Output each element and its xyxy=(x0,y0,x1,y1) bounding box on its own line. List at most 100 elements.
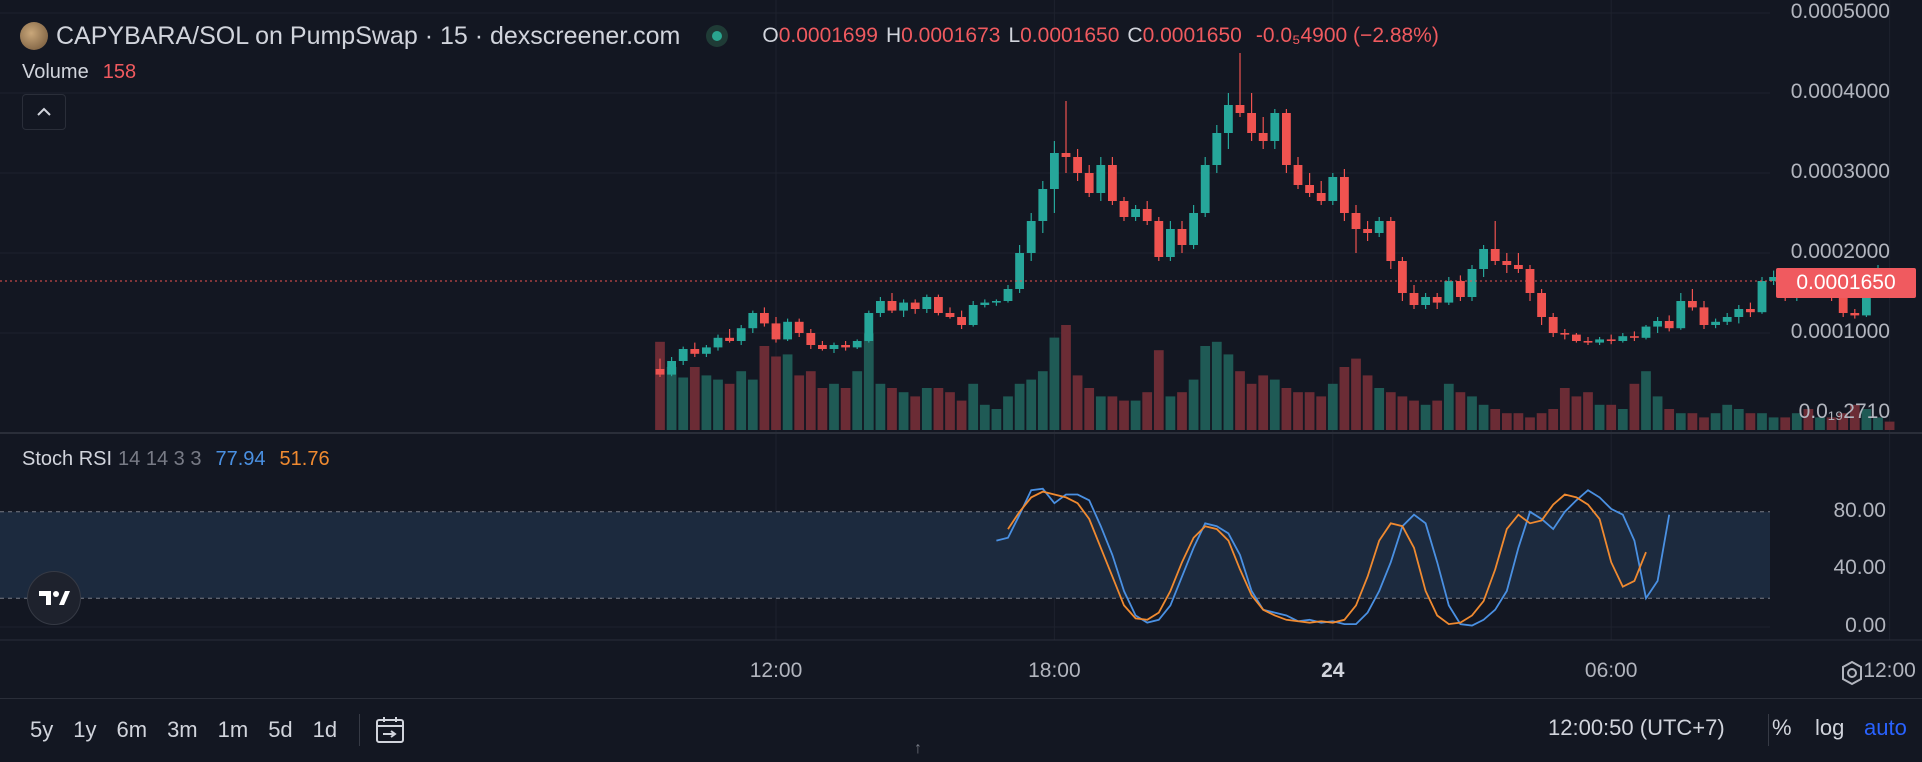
candle xyxy=(1595,337,1605,345)
candle-body xyxy=(1676,301,1686,329)
volume-bar xyxy=(863,333,874,430)
stoch-k-value: 77.94 xyxy=(215,448,266,470)
timeframe-1y[interactable]: 1y xyxy=(73,717,97,742)
timeframe-1m[interactable]: 1m xyxy=(217,717,249,742)
volume-bar xyxy=(1513,413,1524,430)
volume-bar xyxy=(1873,417,1883,430)
candle-body xyxy=(1421,297,1431,305)
candle-body xyxy=(1537,293,1547,317)
percent-toggle[interactable]: % xyxy=(1772,715,1792,740)
candle xyxy=(1142,201,1152,225)
volume-bar xyxy=(1606,404,1617,430)
candle xyxy=(725,329,735,343)
candle-body xyxy=(1641,326,1651,338)
candle xyxy=(1653,317,1663,333)
candle xyxy=(1571,333,1581,343)
tv-mark-icon xyxy=(39,591,70,605)
candle-body xyxy=(1328,177,1338,201)
volume-bar xyxy=(887,388,897,430)
volume-bar xyxy=(1826,417,1837,430)
candle xyxy=(991,299,1001,306)
token-avatar xyxy=(20,22,48,50)
date-range-icon[interactable] xyxy=(374,715,406,745)
expand-arrow-icon[interactable]: ↑ xyxy=(914,740,922,757)
volume-bar xyxy=(1722,404,1733,430)
timeframe-3m[interactable]: 3m xyxy=(167,717,198,742)
candle xyxy=(1096,157,1106,201)
timeframe-5d[interactable]: 5d xyxy=(268,717,293,742)
live-status-icon xyxy=(706,25,729,47)
candle xyxy=(1223,93,1233,149)
timeframe-1d[interactable]: 1d xyxy=(312,717,338,742)
clock-readout[interactable]: 12:00:50 (UTC+7) xyxy=(1548,715,1725,740)
candle xyxy=(829,342,839,353)
volume-bar xyxy=(1420,404,1431,430)
candlestick-series xyxy=(655,53,1895,377)
chart-canvas[interactable] xyxy=(0,0,1922,700)
volume-bar xyxy=(1130,400,1141,430)
candle-body xyxy=(841,345,851,348)
candle-body xyxy=(933,297,943,313)
candle xyxy=(1444,277,1454,305)
volume-bar xyxy=(1374,388,1385,430)
volume-bar xyxy=(1849,404,1860,430)
candle xyxy=(1235,53,1245,117)
candle xyxy=(841,341,851,351)
stoch-line xyxy=(996,487,1671,627)
candle-body xyxy=(701,347,711,354)
candle-body xyxy=(1131,209,1141,217)
volume-bar xyxy=(655,341,665,430)
candle-body xyxy=(667,361,677,375)
candle-body xyxy=(1606,339,1616,341)
candle xyxy=(1154,217,1164,261)
timeframe-6m[interactable]: 6m xyxy=(116,717,148,742)
price-tick-label: 0.0001000 xyxy=(1790,320,1890,343)
toolbar-separator xyxy=(359,714,361,746)
candle xyxy=(1711,318,1721,329)
collapse-legend-button[interactable] xyxy=(22,94,66,130)
log-toggle[interactable]: log xyxy=(1815,715,1845,740)
tradingview-logo-icon[interactable] xyxy=(27,571,81,625)
volume-bar xyxy=(759,346,770,430)
high-value: 0.0001673 xyxy=(901,24,1001,47)
volume-bar xyxy=(1107,396,1118,430)
candle xyxy=(701,345,711,357)
candle xyxy=(1003,285,1013,303)
volume-bar xyxy=(1548,409,1559,430)
candle-body xyxy=(1595,339,1605,343)
price-tick-label: 0.0004000 xyxy=(1790,80,1890,103)
volume-bar xyxy=(817,388,828,430)
volume-bar xyxy=(1629,383,1640,430)
volume-bar xyxy=(689,367,700,430)
candle-body xyxy=(980,302,990,305)
candle-body xyxy=(1490,249,1500,261)
candle-body xyxy=(736,328,746,341)
candle xyxy=(1409,285,1419,309)
volume-bar xyxy=(1803,409,1814,430)
candle-body xyxy=(1165,229,1175,257)
auto-toggle[interactable]: auto xyxy=(1864,715,1907,740)
volume-bar xyxy=(840,388,851,430)
volume-bar xyxy=(1467,396,1477,430)
candle xyxy=(1757,277,1767,314)
candle-body xyxy=(690,349,700,354)
chart-settings-icon[interactable] xyxy=(1839,660,1865,686)
time-tick-label: 06:00 xyxy=(1584,659,1638,682)
timeframe-5y[interactable]: 5y xyxy=(30,717,54,742)
open-key: O xyxy=(762,24,779,47)
time-tick-label: 12:00 xyxy=(1863,659,1916,682)
candle-body xyxy=(1757,281,1767,313)
candle-body xyxy=(794,321,804,333)
candle-body xyxy=(1479,249,1489,269)
candle-body xyxy=(1305,185,1315,193)
candle xyxy=(864,310,874,343)
volume-bar xyxy=(771,356,781,430)
volume-bar xyxy=(678,377,689,430)
volume-value: 158 xyxy=(102,61,137,83)
candle-body xyxy=(713,337,723,348)
volume-bar xyxy=(1211,341,1222,430)
candle-body xyxy=(1838,297,1848,313)
bottom-toolbar: 5y 1y 6m 3m 1m 5d 1d xyxy=(0,698,1922,761)
candle xyxy=(1548,313,1558,337)
candle xyxy=(1467,265,1477,301)
